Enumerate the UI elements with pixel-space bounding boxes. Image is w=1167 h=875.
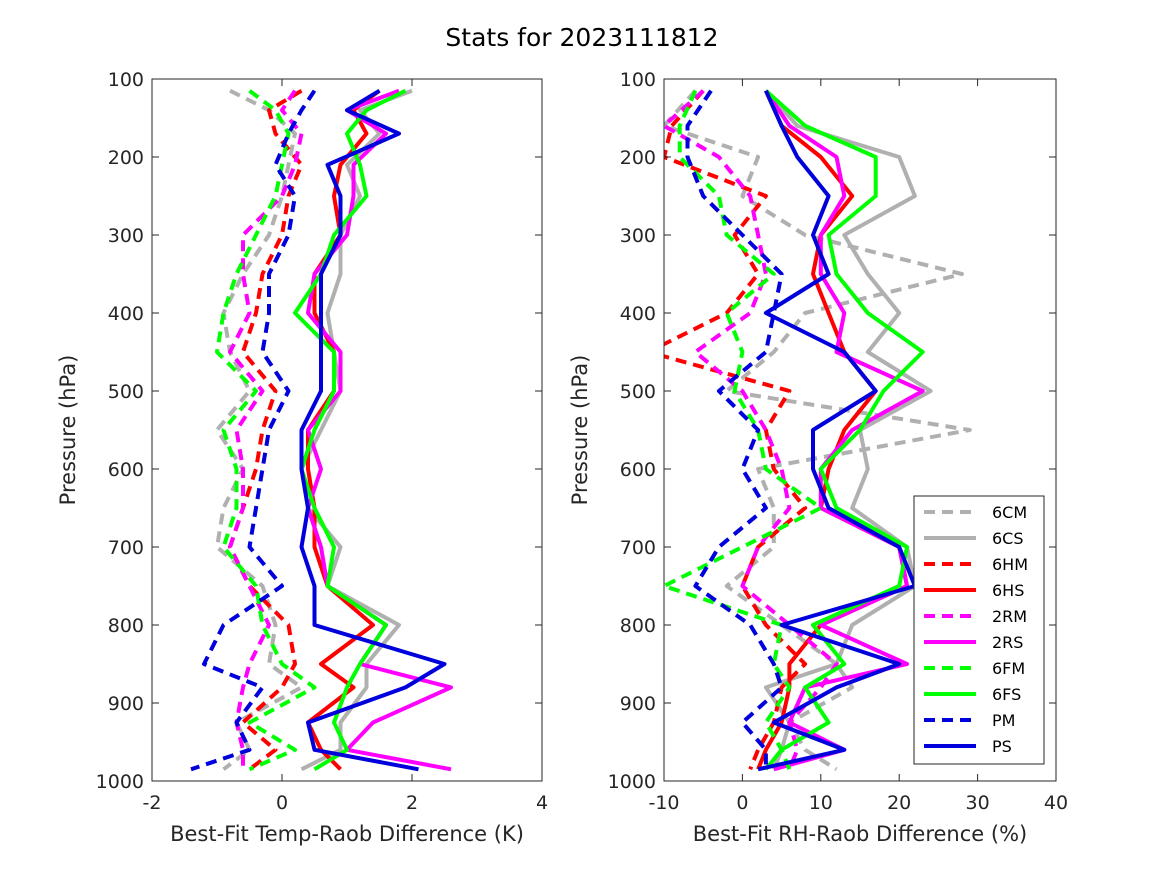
x-axis-label: Best-Fit RH-Raob Difference (%) (693, 822, 1027, 846)
y-tick-label: 100 (108, 69, 144, 91)
legend-label-6fs: 6FS (992, 685, 1021, 704)
axes-box (151, 78, 543, 782)
x-tick-label: -2 (143, 792, 162, 814)
legend-label-6cm: 6CM (992, 503, 1027, 522)
y-tick-label: 100 (620, 69, 656, 91)
legend-label-6hm: 6HM (992, 555, 1028, 574)
x-tick-label: 0 (276, 792, 288, 814)
legend-label-pm: PM (992, 711, 1015, 730)
legend-label-2rs: 2RS (992, 633, 1023, 652)
legend-label-ps: PS (992, 737, 1012, 756)
series-line-6fm (215, 89, 317, 772)
y-tick-label: 600 (620, 459, 656, 481)
y-tick-label: 900 (108, 693, 144, 715)
y-tick-label: 200 (620, 147, 656, 169)
series-line-6fs (764, 89, 925, 771)
y-tick-label: 800 (620, 615, 656, 637)
y-tick-label: 200 (108, 147, 144, 169)
series-line-2rs (306, 88, 453, 772)
y-tick-label: 800 (108, 615, 144, 637)
axes-box (663, 78, 1057, 782)
rh-panel: -10 0 10 20 30 40 100 200 300 400 500 600 700 800 900 1… (568, 69, 1068, 846)
series-line-6fs (293, 88, 407, 772)
series-line-ps (299, 88, 447, 772)
y-axis-label: Pressure (hPa) (568, 355, 592, 506)
series-line-pm (190, 89, 317, 772)
x-tick-label: 2 (406, 792, 418, 814)
series-line-6hm (228, 88, 304, 771)
y-tick-label: 400 (620, 303, 656, 325)
x-tick-label: 10 (809, 792, 833, 814)
y-tick-label: 300 (108, 225, 144, 247)
y-tick-label: 700 (108, 537, 144, 559)
y-tick-label: 600 (108, 459, 144, 481)
y-axis-label: Pressure (hPa) (56, 355, 80, 506)
legend: 6CM 6CS 6HM 6HS 2RM 2RS 6FM 6FS PM PS (913, 495, 1045, 765)
y-tick-label: 700 (620, 537, 656, 559)
y-tick-label: 300 (620, 225, 656, 247)
x-tick-label: 0 (736, 792, 748, 814)
x-axis-label: Best-Fit Temp-Raob Difference (K) (170, 822, 524, 846)
figure-title: Stats for 2023111812 (445, 23, 718, 52)
y-tick-label: 900 (620, 693, 656, 715)
y-tick-label: 500 (108, 381, 144, 403)
legend-label-6fm: 6FM (992, 659, 1025, 678)
x-tick-label: 40 (1044, 792, 1068, 814)
series-line-2rm (664, 89, 839, 771)
series-line-6cm (215, 88, 304, 771)
y-tick-label: 1000 (608, 771, 656, 793)
x-tick-label: 30 (966, 792, 990, 814)
legend-label-6cs: 6CS (992, 529, 1024, 548)
temp-panel: -2 0 2 4 100 200 300 400 500 600 700 800 900 1000 Best… (56, 69, 548, 846)
series-line-ps (757, 89, 917, 772)
y-tick-label: 400 (108, 303, 144, 325)
series-line-2rm (228, 89, 304, 770)
series-line-6cs (299, 88, 413, 772)
legend-box (913, 495, 1045, 765)
series-line-6cs (763, 89, 933, 771)
legend-label-2rm: 2RM (992, 607, 1027, 626)
x-tick-label: 4 (536, 792, 548, 814)
series-line-6fm (664, 89, 823, 771)
y-tick-label: 500 (620, 381, 656, 403)
y-tick-label: 1000 (96, 771, 144, 793)
series-line-2rs (764, 89, 925, 772)
legend-label-6hs: 6HS (992, 581, 1024, 600)
x-tick-label: -10 (648, 792, 679, 814)
series-line-6hm (664, 89, 808, 771)
x-tick-label: 20 (887, 792, 911, 814)
